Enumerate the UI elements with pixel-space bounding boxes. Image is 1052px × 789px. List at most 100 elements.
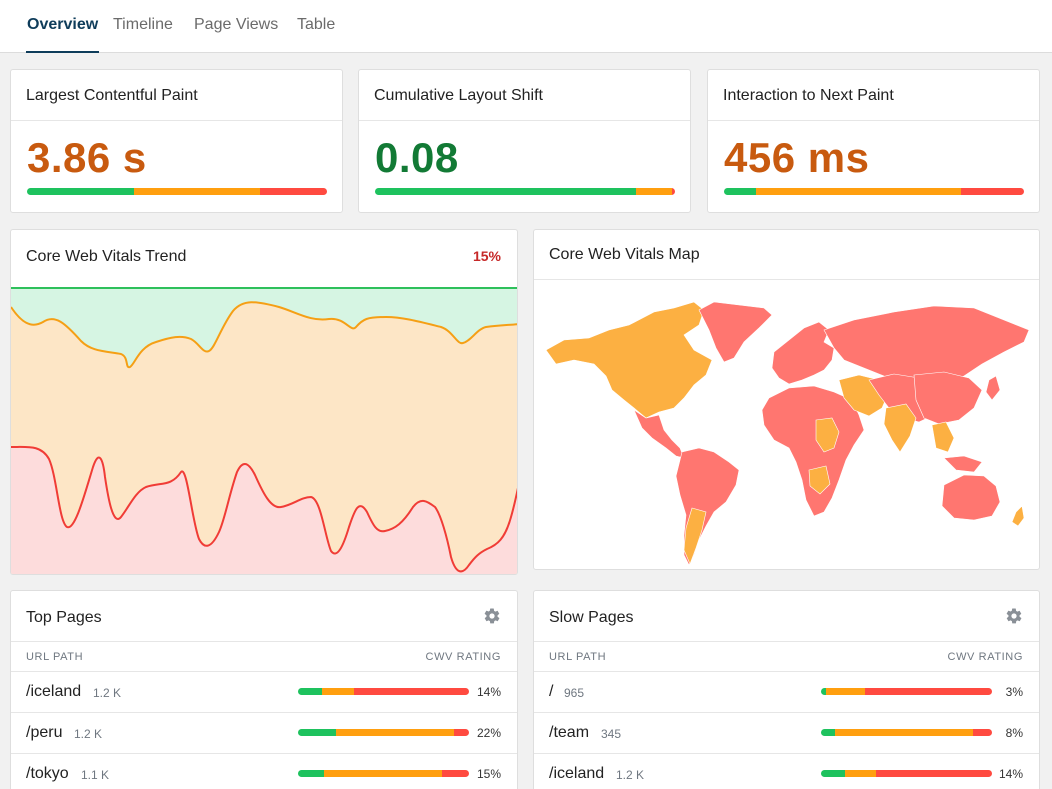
poor-segment	[441, 770, 469, 777]
lcp-value: 3.86 s	[27, 134, 147, 181]
table-row[interactable]: /peru 1.2 K 22%	[11, 712, 517, 753]
row-path[interactable]: /iceland	[549, 765, 605, 782]
row-path[interactable]: /peru	[26, 724, 63, 741]
cwv-rating-header: CWV RATING	[425, 651, 501, 663]
row-count: 965	[564, 686, 585, 700]
table-row[interactable]: / 965 3%	[534, 671, 1039, 712]
tab-timeline[interactable]: Timeline	[113, 16, 173, 33]
top-pages-title: Top Pages	[26, 609, 102, 626]
needs-improvement-segment	[323, 770, 442, 777]
lcp-card: Largest Contentful Paint 3.86 s	[10, 69, 343, 213]
row-count: 1.2 K	[93, 686, 122, 700]
lcp-title: Largest Contentful Paint	[26, 87, 198, 104]
poor-segment	[453, 729, 469, 736]
good-segment	[724, 188, 756, 195]
row-rating-bar	[298, 770, 469, 777]
url-path-header: URL PATH	[26, 651, 84, 663]
inp-distribution-bar	[724, 188, 1024, 195]
needs-improvement-segment	[133, 188, 260, 195]
cls-card: Cumulative Layout Shift 0.08	[358, 69, 691, 213]
india-region[interactable]	[883, 403, 917, 453]
australia-region[interactable]	[941, 474, 1001, 521]
inp-value: 456 ms	[724, 134, 870, 181]
tab-table[interactable]: Table	[297, 16, 336, 33]
lcp-distribution-bar	[27, 188, 327, 195]
inp-card: Interaction to Next Paint 456 ms	[707, 69, 1040, 213]
settings-gear-icon[interactable]	[483, 607, 501, 625]
divider	[534, 279, 1039, 280]
china-region[interactable]	[913, 371, 983, 425]
row-path[interactable]: /	[549, 683, 554, 700]
table-row[interactable]: /team 345 8%	[534, 712, 1039, 753]
tab-page-views[interactable]: Page Views	[194, 16, 279, 33]
row-percent: 8%	[1005, 726, 1023, 740]
row-path[interactable]: /iceland	[26, 683, 82, 700]
settings-gear-icon[interactable]	[1005, 607, 1023, 625]
table-row[interactable]: /iceland 1.2 K 14%	[11, 671, 517, 712]
poor-segment	[973, 729, 992, 736]
argentina-region[interactable]	[683, 507, 707, 565]
url-path-header: URL PATH	[549, 651, 607, 663]
new-zealand-region[interactable]	[1011, 505, 1025, 527]
table-row[interactable]: /iceland 1.2 K 14%	[534, 753, 1039, 789]
divider	[11, 641, 517, 642]
row-path[interactable]: /team	[549, 724, 590, 741]
needs-improvement-segment	[826, 688, 866, 695]
good-segment	[298, 770, 324, 777]
inp-title: Interaction to Next Paint	[723, 87, 894, 104]
tab-overview[interactable]: Overview	[25, 16, 100, 53]
trend-percent: 15%	[472, 248, 501, 264]
row-count: 1.2 K	[616, 768, 645, 782]
top-pages-card: Top Pages URL PATH CWV RATING /iceland 1…	[10, 590, 518, 789]
trend-card: Core Web Vitals Trend 15%	[10, 229, 518, 575]
southern-africa-region[interactable]	[808, 465, 831, 495]
north-america-region[interactable]	[545, 301, 713, 419]
divider	[708, 120, 1039, 121]
europe-region[interactable]	[771, 321, 835, 385]
row-percent: 15%	[476, 767, 501, 781]
russia-region[interactable]	[823, 305, 1030, 391]
world-map	[545, 301, 1030, 566]
greenland-region[interactable]	[698, 301, 773, 363]
map-title: Core Web Vitals Map	[549, 246, 700, 263]
africa-region[interactable]	[761, 385, 865, 517]
poor-segment	[354, 688, 469, 695]
good-segment	[821, 688, 827, 695]
row-percent: 22%	[476, 726, 501, 740]
divider	[359, 120, 690, 121]
cls-distribution-bar	[375, 188, 675, 195]
needs-improvement-segment	[636, 188, 672, 195]
poor-line	[11, 445, 517, 573]
trend-chart	[11, 287, 517, 574]
row-path[interactable]: /tokyo	[26, 765, 69, 782]
cwv-rating-header: CWV RATING	[947, 651, 1023, 663]
poor-area	[11, 446, 517, 574]
japan-region[interactable]	[985, 375, 1001, 401]
good-segment	[27, 188, 134, 195]
central-africa-region[interactable]	[815, 417, 840, 453]
poor-segment	[961, 188, 1024, 195]
row-rating-bar	[298, 688, 469, 695]
good-segment	[821, 770, 845, 777]
cls-title: Cumulative Layout Shift	[374, 87, 543, 104]
slow-pages-card: Slow Pages URL PATH CWV RATING / 965 3% …	[533, 590, 1040, 789]
divider	[534, 641, 1039, 642]
needs-improvement-segment	[321, 688, 355, 695]
map-card: Core Web Vitals Map	[533, 229, 1040, 570]
good-segment	[375, 188, 636, 195]
southeast-asia-region[interactable]	[931, 421, 955, 453]
good-segment	[298, 688, 322, 695]
needs-improvement-line	[11, 301, 517, 369]
needs-improvement-segment	[834, 729, 974, 736]
row-rating-bar	[821, 770, 992, 777]
needs-improvement-segment	[335, 729, 454, 736]
row-rating-bar	[821, 729, 992, 736]
table-row[interactable]: /tokyo 1.1 K 15%	[11, 753, 517, 789]
central-america-region[interactable]	[633, 409, 685, 459]
poor-segment	[259, 188, 327, 195]
good-segment	[298, 729, 336, 736]
indonesia-region[interactable]	[943, 455, 983, 473]
needs-improvement-segment	[844, 770, 876, 777]
poor-segment	[672, 188, 675, 195]
divider	[11, 120, 342, 121]
